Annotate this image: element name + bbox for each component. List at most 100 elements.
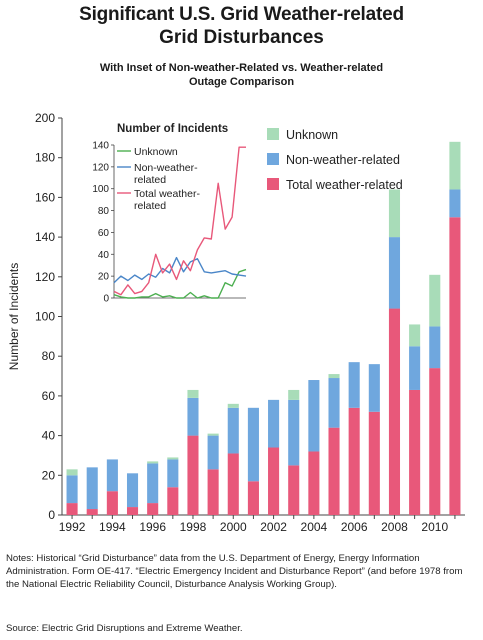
inset-legend-label-inset_weather: Total weather-related bbox=[134, 188, 200, 212]
bar-weather-2010 bbox=[429, 368, 441, 515]
inset-y-tick-label: 80 bbox=[98, 206, 110, 217]
bar-nonweather-1999 bbox=[207, 435, 219, 470]
inset-y-tick-label: 100 bbox=[92, 184, 109, 195]
bar-weather-2009 bbox=[409, 389, 421, 515]
bar-nonweather-2010 bbox=[429, 326, 441, 369]
legend-label-nonweather: Non-weather-related bbox=[286, 153, 400, 167]
y-tick-label: 180 bbox=[35, 151, 55, 165]
bar-unknown-1996 bbox=[147, 461, 159, 464]
y-tick-label: 160 bbox=[35, 190, 55, 204]
bar-unknown-2000 bbox=[227, 403, 239, 408]
x-tick-label: 1994 bbox=[99, 520, 126, 534]
inset-legend-label-inset_unknown: Unknown bbox=[134, 146, 178, 158]
inset-line-inset_unknown bbox=[113, 268, 247, 299]
chart-subtitle-line1: With Inset of Non-weather-Related vs. We… bbox=[99, 62, 384, 74]
bar-weather-2011 bbox=[449, 217, 461, 515]
bar-nonweather-2005 bbox=[328, 378, 340, 428]
bar-weather-2002 bbox=[268, 447, 280, 515]
bar-unknown-2003 bbox=[288, 389, 300, 400]
inset-legend-label-inset_nonweather: Non-weather-related bbox=[134, 162, 198, 186]
bar-weather-1996 bbox=[147, 503, 159, 515]
inset-y-tick-label: 140 bbox=[92, 141, 109, 152]
bar-weather-1997 bbox=[167, 487, 179, 515]
y-tick-label: 60 bbox=[42, 389, 56, 403]
bar-unknown-2008 bbox=[388, 189, 401, 238]
bar-unknown-2009 bbox=[409, 324, 421, 347]
legend-label-unknown: Unknown bbox=[286, 128, 338, 142]
bar-nonweather-2001 bbox=[247, 407, 259, 482]
y-tick-label: 100 bbox=[35, 310, 55, 324]
chart-title-line2: Grid Disturbances bbox=[159, 27, 324, 48]
bar-unknown-2011 bbox=[449, 141, 461, 190]
bar-nonweather-2006 bbox=[348, 362, 360, 408]
x-tick-label: 2006 bbox=[341, 520, 368, 534]
inset-y-tick-label: 60 bbox=[98, 228, 110, 239]
y-tick-label: 140 bbox=[35, 230, 55, 244]
bar-nonweather-2007 bbox=[368, 364, 380, 412]
inset-line-inset_nonweather bbox=[113, 256, 247, 284]
y-tick-label: 0 bbox=[48, 508, 55, 522]
bar-unknown-2010 bbox=[429, 274, 441, 327]
legend-swatch-nonweather bbox=[267, 153, 279, 165]
bar-nonweather-2003 bbox=[288, 399, 300, 466]
chart-subtitle-line2: Outage Comparison bbox=[188, 76, 295, 88]
bar-nonweather-1997 bbox=[167, 459, 179, 488]
bar-unknown-1992 bbox=[66, 469, 78, 476]
inset-line-inset_weather bbox=[113, 146, 246, 296]
bar-nonweather-1993 bbox=[86, 467, 98, 510]
y-tick-label: 200 bbox=[35, 111, 55, 125]
bar-weather-1993 bbox=[86, 509, 98, 515]
y-axis-label: Number of Incidents bbox=[7, 263, 21, 370]
inset-title: Number of Incidents bbox=[117, 123, 228, 135]
bar-nonweather-2004 bbox=[308, 380, 320, 452]
inset-y-tick-label: 20 bbox=[98, 272, 110, 283]
x-tick-label: 2004 bbox=[301, 520, 328, 534]
chart-notes: Notes: Historical “Grid Disturbance” dat… bbox=[6, 553, 463, 590]
bar-weather-1998 bbox=[187, 435, 199, 515]
x-tick-label: 2002 bbox=[260, 520, 287, 534]
bar-weather-2003 bbox=[288, 465, 300, 515]
bar-weather-2005 bbox=[328, 427, 340, 515]
x-tick-label: 2000 bbox=[220, 520, 247, 534]
chart-title-line1: Significant U.S. Grid Weather-related bbox=[79, 4, 404, 25]
bar-weather-2008 bbox=[388, 308, 401, 515]
bar-weather-1999 bbox=[207, 469, 219, 515]
bar-unknown-2005 bbox=[328, 374, 340, 379]
bar-nonweather-2002 bbox=[268, 399, 280, 448]
bar-nonweather-1994 bbox=[106, 459, 118, 492]
bar-weather-1992 bbox=[66, 503, 78, 515]
x-tick-label: 2008 bbox=[381, 520, 408, 534]
bar-weather-2007 bbox=[368, 411, 380, 515]
chart-source: Source: Electric Grid Disruptions and Ex… bbox=[6, 623, 243, 634]
bar-nonweather-2009 bbox=[409, 346, 421, 390]
y-tick-label: 120 bbox=[35, 270, 55, 284]
legend-swatch-weather bbox=[267, 178, 279, 190]
bar-nonweather-2011 bbox=[449, 189, 461, 218]
x-tick-label: 1996 bbox=[139, 520, 166, 534]
bar-weather-1994 bbox=[106, 491, 118, 515]
bar-weather-2000 bbox=[227, 453, 239, 515]
bar-unknown-1999 bbox=[207, 433, 219, 436]
bar-weather-2004 bbox=[308, 451, 320, 515]
legend-label-weather: Total weather-related bbox=[286, 178, 403, 192]
bar-unknown-1998 bbox=[187, 389, 199, 398]
inset-y-tick-label: 0 bbox=[103, 294, 109, 305]
x-tick-label: 2010 bbox=[421, 520, 448, 534]
y-tick-label: 80 bbox=[42, 349, 56, 363]
bar-nonweather-2000 bbox=[227, 407, 239, 454]
bar-nonweather-1996 bbox=[147, 463, 159, 504]
x-tick-label: 1992 bbox=[59, 520, 86, 534]
x-tick-label: 1998 bbox=[180, 520, 207, 534]
bar-unknown-1997 bbox=[167, 457, 179, 460]
y-tick-label: 20 bbox=[42, 468, 56, 482]
inset-y-tick-label: 120 bbox=[92, 162, 109, 173]
bar-nonweather-1998 bbox=[187, 397, 199, 436]
bar-weather-1995 bbox=[126, 507, 139, 515]
legend-swatch-unknown bbox=[267, 128, 279, 140]
bar-weather-2001 bbox=[247, 481, 259, 515]
y-tick-label: 40 bbox=[42, 429, 56, 443]
bar-weather-2006 bbox=[348, 407, 360, 515]
bar-nonweather-1995 bbox=[126, 473, 139, 508]
bar-nonweather-1992 bbox=[66, 475, 78, 504]
